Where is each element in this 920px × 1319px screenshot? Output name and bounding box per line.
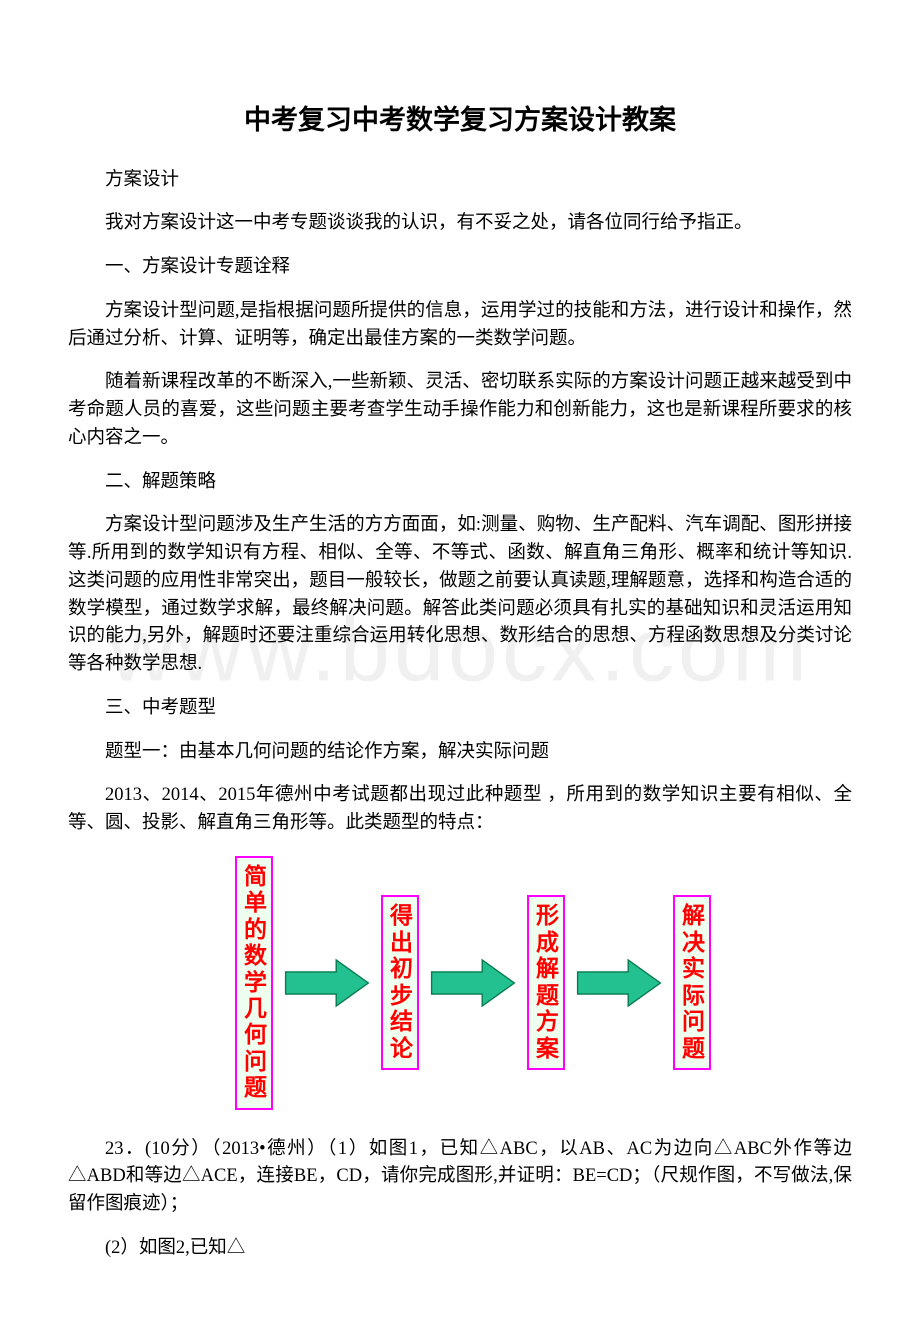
flow-box-1: 简单的数学几何问题	[235, 856, 273, 1110]
paragraph: 方案设计型问题涉及生产生活的方方面面，如:测量、购物、生产配料、汽车调配、图形拼…	[68, 512, 852, 679]
document-title: 中考复习中考数学复习方案设计教案	[68, 100, 852, 141]
arrow-icon	[427, 952, 519, 1014]
paragraph: 三、中考题型	[68, 695, 852, 723]
flowchart: 简单的数学几何问题 得出初步结论 形成解题方案 解决实际问题	[68, 856, 852, 1110]
paragraph: 随着新课程改革的不断深入,一些新颖、灵活、密切联系实际的方案设计问题正越来越受到…	[68, 369, 852, 452]
paragraph: 方案设计型问题,是指根据问题所提供的信息，运用学过的技能和方法，进行设计和操作，…	[68, 298, 852, 354]
paragraph: 23．(10分）（2013•德州）（1）如图1，已知△ABC，以AB、AC为边向…	[68, 1136, 852, 1219]
paragraph: 2013、2014、2015年德州中考试题都出现过此种题型 ，所用到的数学知识主…	[68, 782, 852, 838]
arrow-icon	[281, 952, 373, 1014]
paragraph: 二、解题策略	[68, 469, 852, 497]
flow-box-4: 解决实际问题	[673, 895, 711, 1070]
paragraph: 题型一：由基本几何问题的结论作方案，解决实际问题	[68, 739, 852, 767]
paragraph: 方案设计	[68, 167, 852, 195]
flow-box-3: 形成解题方案	[527, 895, 565, 1070]
paragraph: 我对方案设计这一中考专题谈谈我的认识，有不妥之处，请各位同行给予指正。	[68, 210, 852, 238]
arrow-icon	[573, 952, 665, 1014]
flow-box-2: 得出初步结论	[381, 895, 419, 1070]
paragraph: (2）如图2,已知△	[68, 1235, 852, 1263]
document-content: 中考复习中考数学复习方案设计教案 方案设计 我对方案设计这一中考专题谈谈我的认识…	[68, 100, 852, 1263]
paragraph: 一、方案设计专题诠释	[68, 254, 852, 282]
